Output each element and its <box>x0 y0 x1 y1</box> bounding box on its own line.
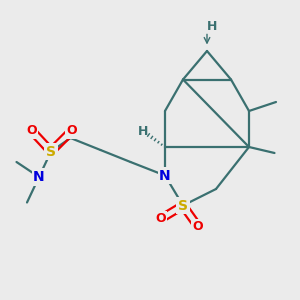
Text: O: O <box>155 212 166 226</box>
Text: N: N <box>159 169 171 182</box>
Text: H: H <box>207 20 218 34</box>
Text: O: O <box>67 124 77 137</box>
Text: S: S <box>46 145 56 158</box>
Text: O: O <box>193 220 203 233</box>
Text: N: N <box>33 170 45 184</box>
Text: S: S <box>178 199 188 212</box>
Text: H: H <box>138 125 148 138</box>
Text: O: O <box>26 124 37 137</box>
